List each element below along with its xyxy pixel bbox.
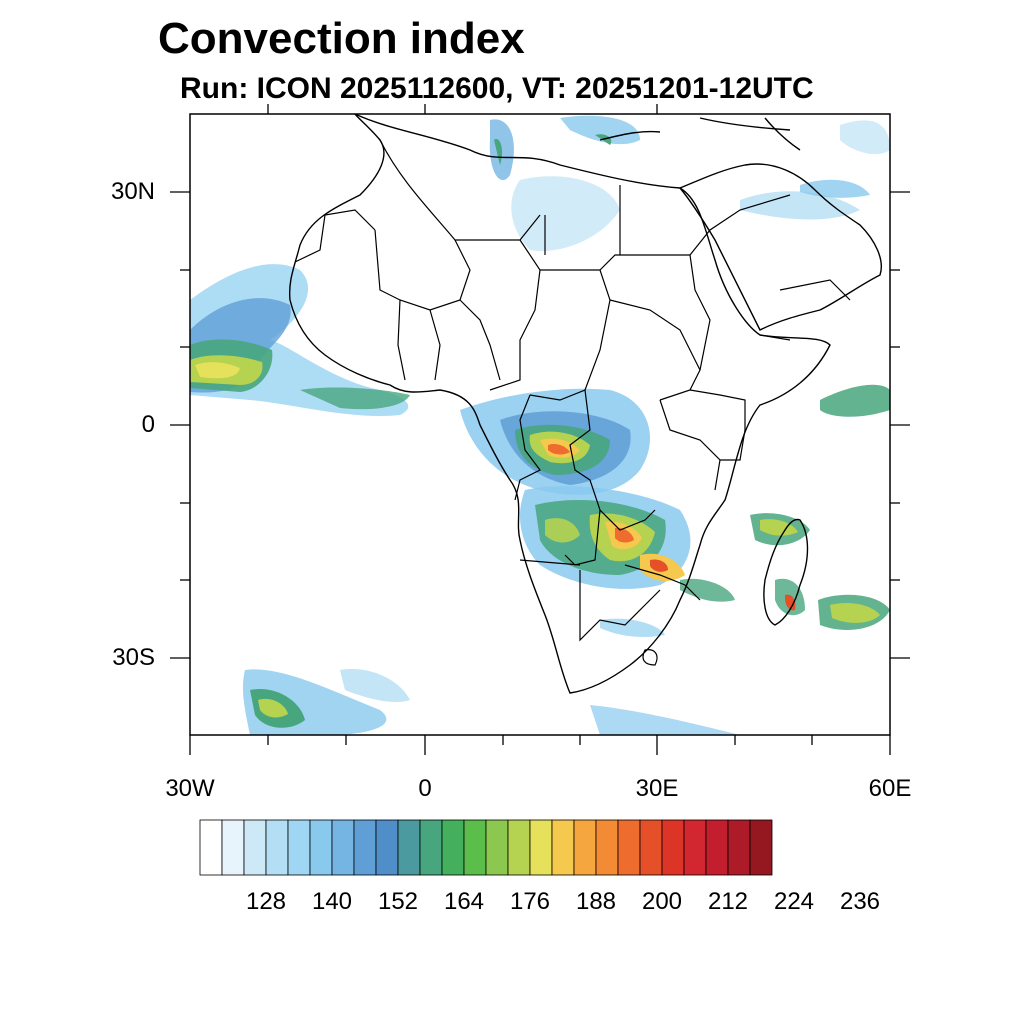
colorbar-label: 236 [839, 888, 881, 915]
colorbar-box [683, 819, 707, 876]
x-tick-label: 30W [165, 775, 215, 802]
colorbar-box [551, 819, 575, 876]
africa-coastline [288, 114, 831, 694]
colorbar-box [463, 819, 487, 876]
colorbar-box [353, 819, 377, 876]
colorbar-label: 176 [509, 888, 551, 915]
x-tick-label: 30E [635, 775, 679, 802]
colorbar-box [221, 819, 245, 876]
chart-title: Convection index [158, 14, 525, 63]
colorbar-label: 224 [773, 888, 815, 915]
x-tick-label: 60E [868, 775, 912, 802]
colorbar-box [661, 819, 685, 876]
chart-subtitle: Run: ICON 2025112600, VT: 20251201-12UTC [180, 72, 814, 105]
y-tick-label: 30N [110, 178, 155, 205]
colorbar-box [441, 819, 465, 876]
colorbar-box [705, 819, 729, 876]
y-tick-label: 30S [112, 644, 155, 671]
convection-fields [190, 115, 890, 735]
colorbar-box [507, 819, 531, 876]
country-borders [294, 139, 851, 666]
axis-ticks [170, 104, 910, 755]
colorbar-box [397, 819, 421, 876]
x-tick-label: 0 [418, 775, 432, 802]
colorbar-label: 200 [641, 888, 683, 915]
colorbar-label: 212 [707, 888, 749, 915]
y-tick-label: 0 [141, 411, 155, 438]
colorbar-box [639, 819, 663, 876]
colorbar-box [595, 819, 619, 876]
arabia-coastline [678, 163, 882, 331]
colorbar-box [287, 819, 311, 876]
colorbar-box [375, 819, 399, 876]
colorbar-box [265, 819, 289, 876]
colorbar-box [309, 819, 333, 876]
colorbar-label: 164 [443, 888, 485, 915]
colorbar-box [727, 819, 751, 876]
madagascar-coastline [763, 518, 809, 626]
colorbar-box [331, 819, 355, 876]
colorbar-box [749, 819, 773, 876]
colorbar-label: 152 [377, 888, 419, 915]
colorbar-box [419, 819, 443, 876]
colorbar-box [573, 819, 597, 876]
colorbar-box [529, 819, 553, 876]
colorbar-label: 128 [245, 888, 287, 915]
colorbar-label: 188 [575, 888, 617, 915]
coastlines [288, 114, 882, 694]
colorbar-box [617, 819, 641, 876]
colorbar-box [485, 819, 509, 876]
colorbar-box [199, 819, 223, 876]
colorbar-label: 140 [311, 888, 353, 915]
colorbar-box [243, 819, 267, 876]
